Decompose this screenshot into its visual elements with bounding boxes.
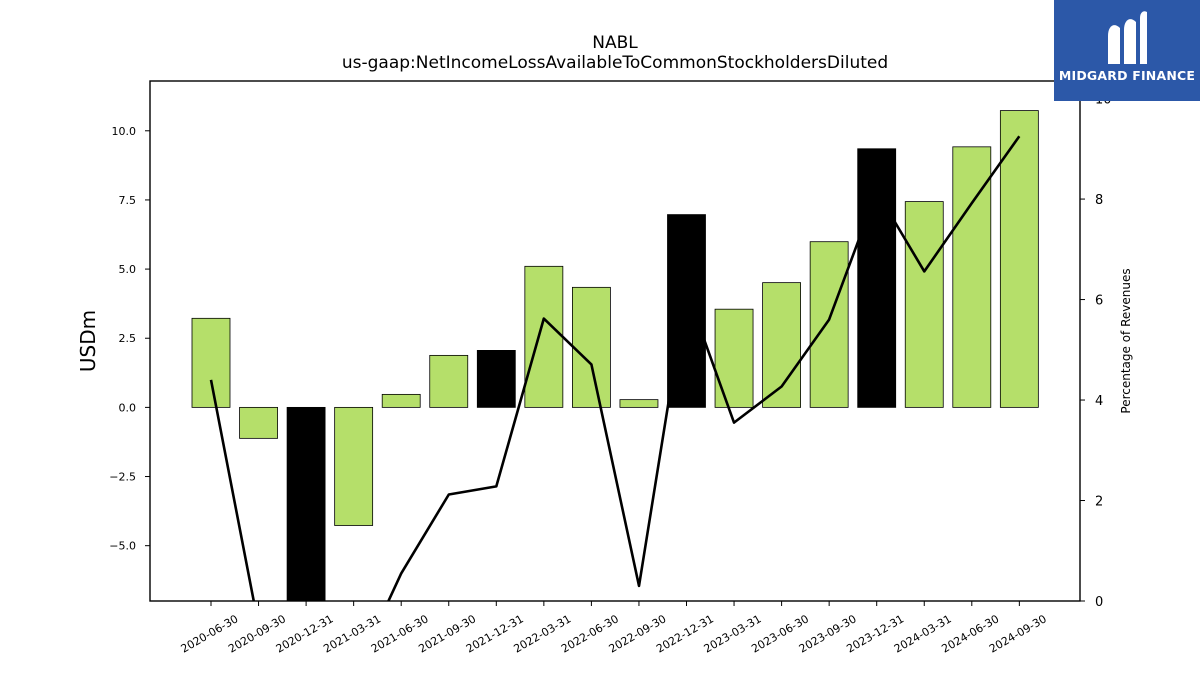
y-tick-label: 10.0 — [112, 125, 137, 138]
y-axis-label: USDm — [76, 310, 100, 372]
bar-2021-03-31 — [334, 406, 374, 526]
bar-2024-09-30 — [999, 110, 1039, 408]
bar-2024-03-31 — [904, 201, 944, 408]
bar-2021-09-30 — [429, 354, 469, 408]
bar-2023-03-31 — [714, 308, 754, 408]
y-tick-label: 2.5 — [119, 332, 137, 345]
bar-2021-06-30 — [381, 393, 421, 408]
line-series — [209, 135, 1021, 601]
chart-subtitle: us-gaap:NetIncomeLossAvailableToCommonSt… — [342, 53, 888, 73]
midgard-logo-icon — [1108, 11, 1147, 64]
bar-2023-09-30 — [809, 241, 849, 408]
chart-title: NABL — [592, 33, 638, 53]
bar-2020-06-30 — [191, 317, 231, 408]
plot-frame — [149, 80, 1081, 602]
bar-2022-09-30 — [619, 399, 659, 408]
bar-2022-03-31 — [524, 265, 564, 408]
bar-2022-06-30 — [572, 286, 611, 408]
bar-2020-09-30 — [239, 406, 278, 439]
y-tick-label: 5.0 — [119, 263, 137, 276]
brand-logo: MIDGARD FINANCE — [1054, 0, 1200, 101]
y-tick-label: −2.5 — [109, 471, 136, 484]
y-tick-label: 0.0 — [119, 401, 137, 414]
bar-2023-12-31 — [857, 148, 897, 408]
y-tick-label: −5.0 — [109, 540, 136, 553]
y2-tick-label: 8 — [1095, 193, 1103, 208]
bar-2023-06-30 — [762, 282, 801, 408]
y-tick-label: 7.5 — [119, 194, 137, 207]
brand-name: MIDGARD FINANCE — [1058, 68, 1196, 83]
y2-tick-label: 0 — [1095, 595, 1103, 610]
bar-2021-12-31 — [476, 350, 516, 408]
y2-tick-label: 2 — [1095, 495, 1103, 510]
bar-2024-06-30 — [952, 146, 992, 408]
y2-axis-label: Percentage of Revenues — [1119, 268, 1133, 413]
bar-2020-12-31 — [286, 406, 326, 602]
y2-tick-label: 6 — [1095, 294, 1103, 309]
y2-tick-label: 4 — [1095, 394, 1103, 409]
